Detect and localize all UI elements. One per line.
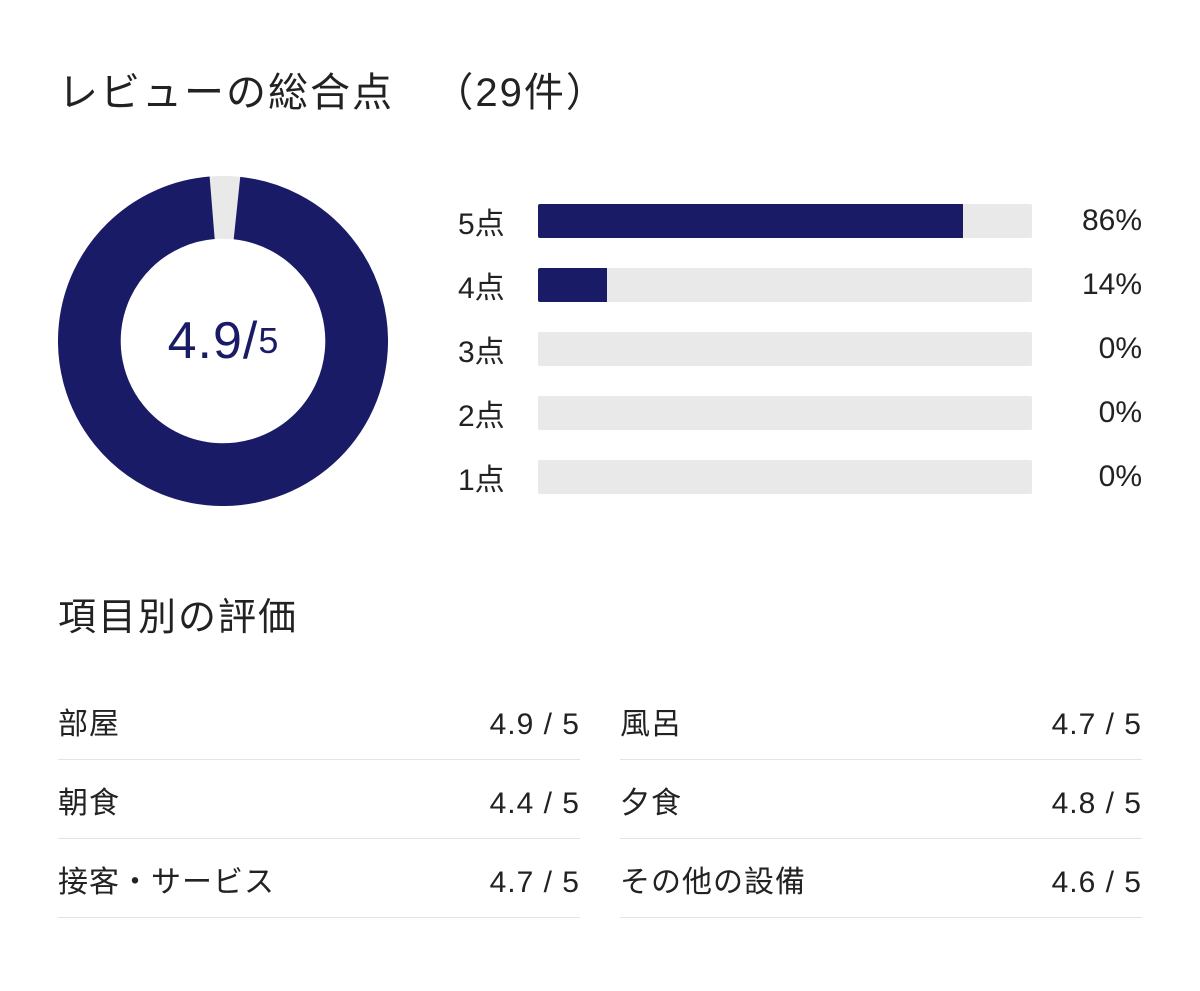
- donut-max-value: 5: [258, 320, 278, 362]
- bar-pct: 86%: [1032, 204, 1142, 238]
- category-row: 部屋 4.9 / 5: [58, 681, 580, 760]
- category-col-right: 風呂 4.7 / 5 夕食 4.8 / 5 その他の設備 4.6 / 5: [620, 681, 1142, 918]
- category-row: 風呂 4.7 / 5: [620, 681, 1142, 760]
- category-value: 4.4 / 5: [490, 787, 580, 821]
- donut-center-text: 4.9/5: [58, 176, 388, 506]
- title-count: （29件）: [433, 71, 608, 115]
- donut-separator: /: [243, 311, 258, 371]
- score-donut-chart: 4.9/5: [58, 176, 388, 506]
- bar-pct: 14%: [1032, 268, 1142, 302]
- bar-row: 5点86%: [458, 204, 1142, 238]
- bar-label: 4点: [458, 263, 538, 307]
- bar-fill: [538, 204, 963, 238]
- bar-track: [538, 396, 1032, 430]
- bar-track: [538, 460, 1032, 494]
- bar-label: 1点: [458, 455, 538, 499]
- donut-score-value: 4.9: [168, 311, 243, 371]
- bar-row: 2点0%: [458, 396, 1142, 430]
- category-row: 接客・サービス 4.7 / 5: [58, 839, 580, 918]
- bar-pct: 0%: [1032, 332, 1142, 366]
- bar-label: 3点: [458, 327, 538, 371]
- category-value: 4.7 / 5: [1052, 708, 1142, 742]
- category-label: 夕食: [620, 778, 682, 822]
- rating-distribution-bars: 5点86%4点14%3点0%2点0%1点0%: [458, 176, 1142, 494]
- category-label: 接客・サービス: [58, 857, 275, 901]
- category-label: その他の設備: [620, 857, 806, 901]
- bar-pct: 0%: [1032, 396, 1142, 430]
- category-row: その他の設備 4.6 / 5: [620, 839, 1142, 918]
- bar-track: [538, 332, 1032, 366]
- category-col-left: 部屋 4.9 / 5 朝食 4.4 / 5 接客・サービス 4.7 / 5: [58, 681, 580, 918]
- bar-pct: 0%: [1032, 460, 1142, 494]
- category-value: 4.7 / 5: [490, 866, 580, 900]
- category-label: 部屋: [58, 699, 120, 743]
- bar-label: 5点: [458, 199, 538, 243]
- category-value: 4.9 / 5: [490, 708, 580, 742]
- categories-title: 項目別の評価: [58, 586, 1142, 641]
- overview-section: 4.9/5 5点86%4点14%3点0%2点0%1点0%: [58, 176, 1142, 506]
- bar-label: 2点: [458, 391, 538, 435]
- bar-track: [538, 268, 1032, 302]
- bar-fill: [538, 268, 607, 302]
- bar-row: 1点0%: [458, 460, 1142, 494]
- category-value: 4.6 / 5: [1052, 866, 1142, 900]
- bar-row: 4点14%: [458, 268, 1142, 302]
- category-ratings-grid: 部屋 4.9 / 5 朝食 4.4 / 5 接客・サービス 4.7 / 5 風呂 4.7 /…: [58, 681, 1142, 918]
- bar-row: 3点0%: [458, 332, 1142, 366]
- category-label: 風呂: [620, 699, 682, 743]
- category-label: 朝食: [58, 778, 120, 822]
- bar-track: [538, 204, 1032, 238]
- category-row: 夕食 4.8 / 5: [620, 760, 1142, 839]
- category-value: 4.8 / 5: [1052, 787, 1142, 821]
- page-title: レビューの総合点 （29件）: [58, 60, 1142, 118]
- title-text: レビューの総合点: [58, 71, 394, 115]
- category-row: 朝食 4.4 / 5: [58, 760, 580, 839]
